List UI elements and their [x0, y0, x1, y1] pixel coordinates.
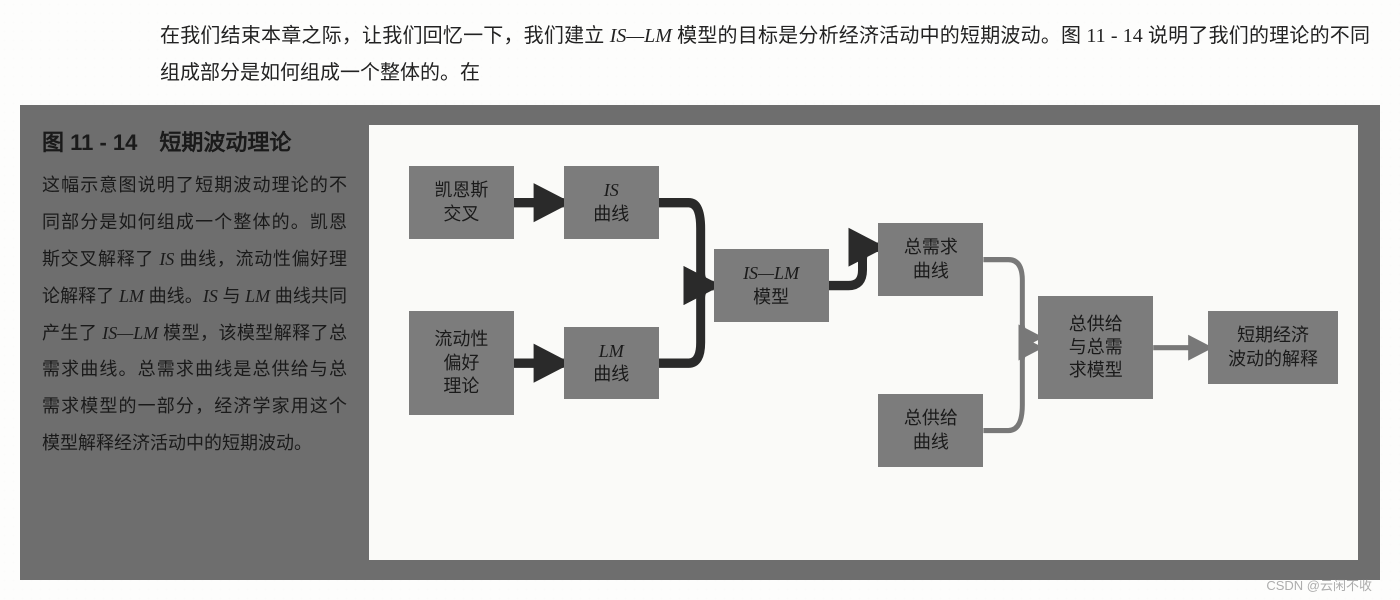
- watermark: CSDN @云闲不收: [1266, 575, 1372, 594]
- node-result: 短期经济波动的解释: [1208, 311, 1338, 383]
- edge-4: [829, 247, 879, 285]
- figure-panel: 图 11 - 14 短期波动理论 这幅示意图说明了短期波动理论的不同部分是如何组…: [20, 105, 1380, 580]
- figure-description: 图 11 - 14 短期波动理论 这幅示意图说明了短期波动理论的不同部分是如何组…: [42, 125, 347, 560]
- flowchart-diagram: 凯恩斯交叉 IS曲线流动性偏好理论 LM曲线 IS—LM模型总需求曲线总供给曲线总供给…: [369, 125, 1358, 560]
- edge-5: [983, 260, 1038, 338]
- figure-caption: 这幅示意图说明了短期波动理论的不同部分是如何组成一个整体的。凯恩斯交叉解释了 I…: [42, 167, 347, 462]
- intro-text-1: 在我们结束本章之际，让我们回忆一下，我们建立: [160, 25, 610, 47]
- node-liq: 流动性偏好理论: [409, 311, 514, 415]
- node-keynes: 凯恩斯交叉: [409, 166, 514, 238]
- node-is: IS曲线: [564, 166, 659, 238]
- intro-paragraph: 在我们结束本章之际，让我们回忆一下，我们建立 IS—LM 模型的目标是分析经济活…: [160, 18, 1370, 92]
- edge-2: [659, 203, 714, 286]
- figure-title: 图 11 - 14 短期波动理论: [42, 125, 347, 157]
- node-islm: IS—LM模型: [714, 249, 829, 321]
- edge-3: [659, 286, 714, 364]
- node-ad: 总需求曲线: [878, 223, 983, 295]
- edge-6: [983, 348, 1038, 431]
- node-as: 总供给曲线: [878, 394, 983, 466]
- node-asad: 总供给与总需求模型: [1038, 296, 1153, 400]
- node-lm: LM曲线: [564, 327, 659, 399]
- intro-italic-1: IS—LM: [610, 25, 672, 47]
